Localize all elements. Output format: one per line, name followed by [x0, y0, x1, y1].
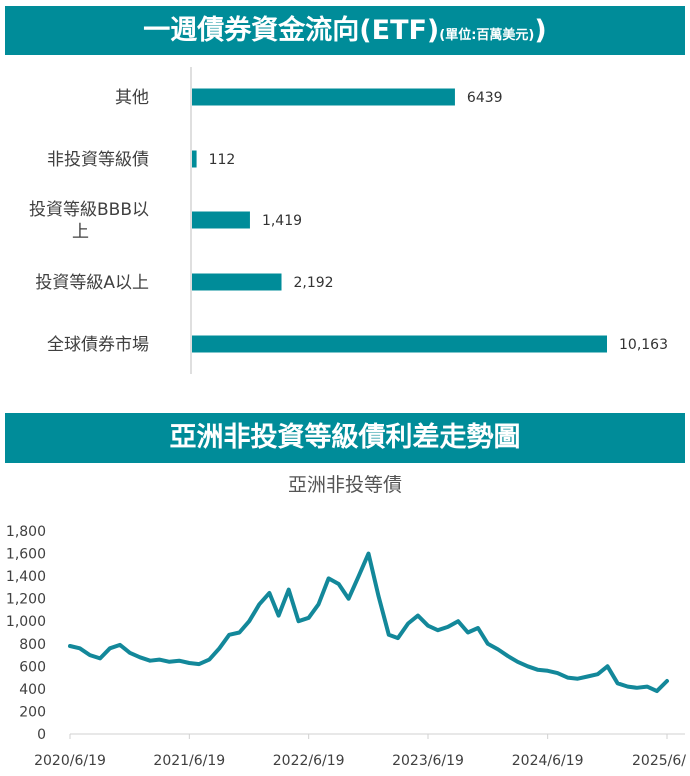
- y-tick-label: 1,000: [6, 614, 46, 630]
- bar-category-label: 非投資等級債: [47, 150, 149, 170]
- x-tick-label: 2020/6/19: [34, 753, 106, 769]
- bar-1: [192, 150, 197, 168]
- bar-3: [192, 273, 282, 291]
- x-tick-label: 2024/6/19: [512, 753, 584, 769]
- bar-value-label: 112: [209, 152, 236, 168]
- bar-category-label: 全球債券市場: [47, 335, 149, 355]
- bar-value-label: 10,163: [619, 337, 668, 353]
- flow-chart-banner: 一週債券資金流向(ETF)(單位:百萬美元)): [5, 6, 685, 55]
- bar-value-label: 6439: [467, 90, 503, 106]
- bar-4: [192, 335, 607, 353]
- x-tick-label: 2021/6/19: [153, 753, 225, 769]
- spread-chart-title: 亞洲非投資等級債利差走勢圖: [169, 422, 521, 453]
- bar-category-label: 其他: [115, 88, 149, 108]
- y-tick-label: 600: [19, 659, 46, 675]
- x-tick-label: 2023/6/19: [392, 753, 464, 769]
- y-tick-label: 1,200: [6, 592, 46, 608]
- bar-category-label: 投資等級BBB以: [29, 200, 149, 220]
- y-tick-label: 1,600: [6, 547, 46, 563]
- y-tick-label: 800: [19, 637, 46, 653]
- y-tick-label: 400: [19, 682, 46, 698]
- y-tick-label: 1,400: [6, 569, 46, 585]
- x-tick-label: 2025/6/: [632, 753, 686, 769]
- y-tick-label: 200: [19, 704, 46, 720]
- flow-chart-title: 一週債券資金流向(ETF): [143, 15, 440, 46]
- bar-value-label: 2,192: [294, 275, 334, 291]
- bar-value-label: 1,419: [262, 213, 302, 229]
- x-tick-label: 2022/6/19: [273, 753, 345, 769]
- spread-chart-banner: 亞洲非投資等級債利差走勢圖: [5, 413, 685, 463]
- y-tick-label: 1,800: [6, 524, 46, 540]
- flow-chart-title-close: ): [534, 15, 547, 46]
- y-tick-label: 0: [37, 727, 46, 743]
- line-chart-title: 亞洲非投等債: [287, 474, 402, 496]
- bar-category-label: 投資等級A以上: [35, 273, 149, 293]
- bar-0: [192, 88, 455, 106]
- bar-2: [192, 211, 250, 229]
- flow-chart-unit: (單位:百萬美元): [439, 28, 535, 43]
- bar-category-label: 上: [72, 222, 89, 242]
- spread-series-line: [68, 551, 669, 694]
